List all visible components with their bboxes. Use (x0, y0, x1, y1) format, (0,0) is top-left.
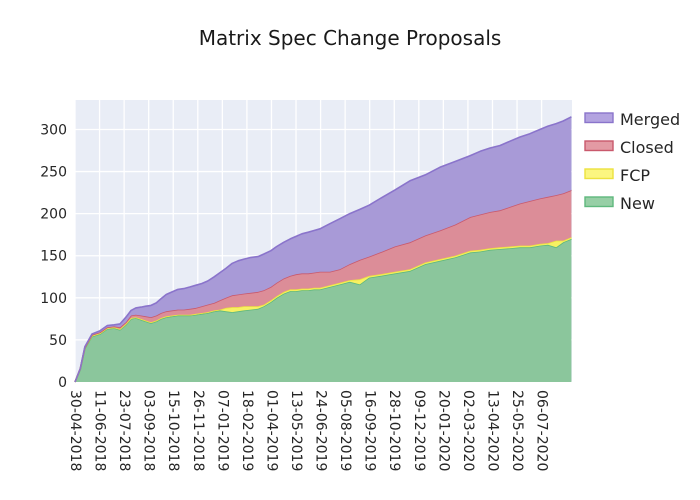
legend: Merged Closed FCP New (584, 110, 680, 213)
y-tick-label: 0 (58, 375, 67, 391)
x-tick-label: 26-11-2018 (190, 390, 206, 471)
legend-item-closed: Closed (584, 138, 674, 157)
legend-label-merged: Merged (620, 110, 680, 129)
legend-swatch-closed (584, 140, 614, 152)
x-tick-label: 28-10-2019 (386, 390, 402, 471)
x-tick-label: 18-02-2019 (239, 390, 255, 471)
area-merged (75, 116, 572, 383)
x-tick-label: 24-06-2019 (313, 390, 329, 471)
x-tick-label: 13-04-2020 (484, 390, 500, 471)
x-tick-label: 05-08-2019 (337, 390, 353, 471)
x-tick-label: 01-04-2019 (263, 390, 279, 471)
y-tick-label: 50 (49, 333, 67, 349)
legend-swatch-merged (584, 112, 614, 124)
legend-label-closed: Closed (620, 138, 674, 157)
x-tick-label: 09-12-2019 (411, 390, 427, 471)
plot-group (74, 100, 572, 383)
line-merged (74, 116, 572, 383)
area-new (75, 238, 572, 382)
x-tick-label: 11-06-2018 (92, 390, 108, 471)
legend-item-new: New (584, 194, 655, 213)
y-tick-label: 300 (40, 122, 67, 138)
x-tick-label: 20-01-2020 (435, 390, 451, 471)
x-tick-label: 03-09-2018 (141, 390, 157, 471)
legend-swatch-fcp (584, 168, 614, 180)
y-axis-labels: 0 50 100 150 200 250 300 (40, 122, 67, 391)
legend-label-new: New (620, 194, 655, 213)
x-tick-label: 02-03-2020 (460, 390, 476, 471)
y-tick-label: 150 (40, 249, 67, 265)
x-tick-label: 07-01-2019 (214, 390, 230, 471)
legend-item-merged: Merged (584, 110, 680, 129)
x-tick-label: 06-07-2020 (534, 390, 550, 471)
chart-title: Matrix Spec Change Proposals (199, 26, 502, 50)
legend-swatch-new (584, 196, 614, 208)
x-axis-labels: 30-04-2018 11-06-2018 23-07-2018 03-09-2018… (67, 390, 550, 471)
x-tick-label: 23-07-2018 (116, 390, 132, 471)
legend-item-fcp: FCP (584, 166, 650, 185)
legend-label-fcp: FCP (620, 166, 650, 185)
x-tick-label: 13-05-2019 (288, 390, 304, 471)
x-tick-label: 15-10-2018 (165, 390, 181, 471)
x-tick-label: 16-09-2019 (362, 390, 378, 471)
x-tick-label: 30-04-2018 (67, 390, 83, 471)
y-tick-label: 200 (40, 207, 67, 223)
x-tick-label: 25-05-2020 (509, 390, 525, 471)
y-tick-label: 250 (40, 165, 67, 181)
area-closed (75, 190, 572, 382)
y-tick-label: 100 (40, 291, 67, 307)
